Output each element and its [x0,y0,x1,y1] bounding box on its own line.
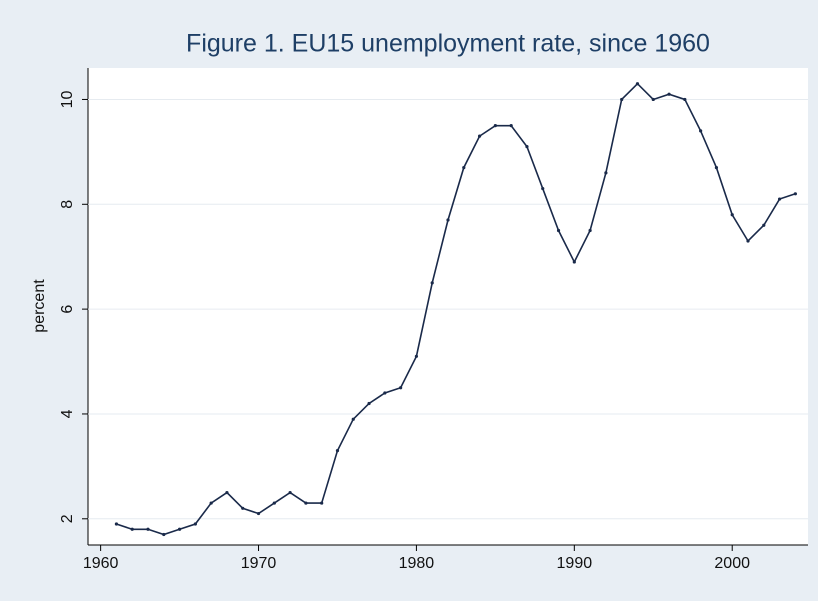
point [667,92,671,96]
point [114,522,119,526]
point [272,501,276,505]
point [351,417,355,421]
point [241,506,245,510]
point [130,527,134,531]
point [588,228,592,233]
point [367,401,371,406]
point [399,386,403,390]
point [335,449,340,453]
point [177,527,182,531]
y-tick-label: 8 [59,200,76,209]
point [525,145,529,149]
x-tick-label: 2000 [714,555,750,572]
point [714,165,719,170]
point [320,501,324,505]
x-tick-label: 1980 [399,555,435,572]
point [414,354,419,358]
line [116,82,796,536]
point [146,527,150,531]
point [462,165,466,170]
point [288,490,292,495]
chart-title: Figure 1. EU15 unemployment rate, since … [186,30,710,58]
point [651,97,655,102]
point [493,124,497,128]
point [683,97,687,102]
point [746,239,750,243]
point [572,260,576,264]
point [162,532,166,537]
point [193,522,197,526]
point [635,82,640,86]
y-axis-label: percent [31,279,48,333]
point [225,490,229,495]
point [777,197,782,201]
x-tick-label: 1960 [83,555,119,572]
point [477,134,482,138]
point [604,171,608,175]
point [541,186,545,191]
point [556,228,561,233]
plot-area [88,68,808,545]
y-tick-label: 6 [59,305,76,314]
x-tick-label: 1970 [241,555,277,572]
point [699,129,703,133]
y-tick-label: 4 [59,409,76,418]
point [793,192,797,196]
point [762,223,766,227]
point [620,97,624,102]
y-tick-label: 2 [59,514,76,523]
point [730,213,734,217]
point [304,501,308,505]
point [430,281,434,285]
point [509,124,513,128]
y-tick-label: 10 [59,90,76,108]
point [209,501,213,505]
point [256,511,261,516]
point [446,218,450,222]
point [383,391,387,395]
x-tick-label: 1990 [557,555,593,572]
